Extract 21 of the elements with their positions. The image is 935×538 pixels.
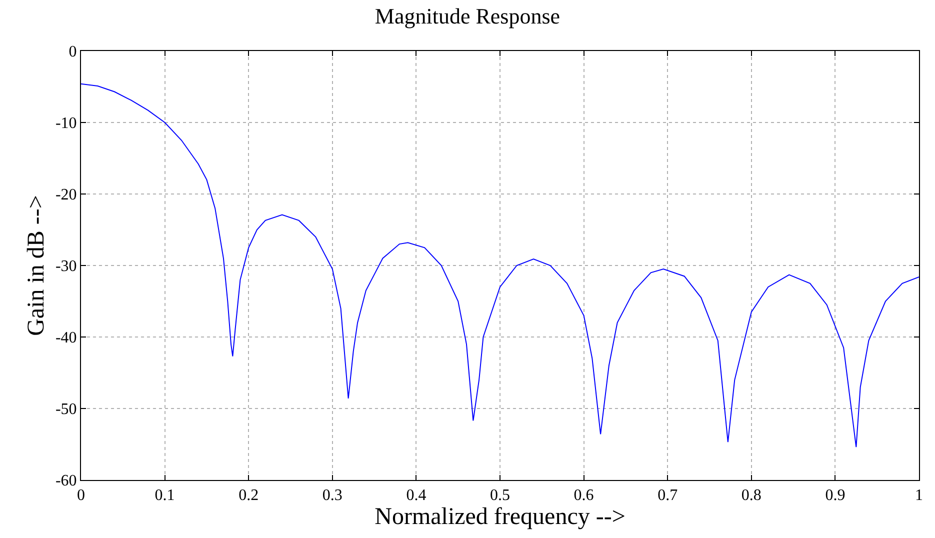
line-series xyxy=(81,83,919,448)
y-tick-label: -50 xyxy=(55,401,77,418)
x-tick-label: 0.2 xyxy=(238,487,259,504)
x-tick-label: 1 xyxy=(915,487,923,504)
chart-title: Magnitude Response xyxy=(374,3,560,28)
y-tick-label: -10 xyxy=(55,115,77,132)
x-axis-title: Normalized frequency --> xyxy=(374,504,626,530)
x-tick-label: 0.8 xyxy=(741,487,762,504)
y-tick-label: 0 xyxy=(68,44,77,61)
x-tick-label: 0.3 xyxy=(322,487,342,504)
y-tick-label: -60 xyxy=(55,472,77,490)
x-tick-label: 0.6 xyxy=(574,487,594,504)
x-tick-label: 0.9 xyxy=(825,487,846,504)
y-tick-label: -40 xyxy=(55,330,77,347)
x-tick-label: 0.5 xyxy=(490,487,510,504)
y-tick-label: -20 xyxy=(55,186,77,204)
x-tick-label: 0.7 xyxy=(658,487,678,504)
y-tick-label: -30 xyxy=(55,258,77,276)
x-tick-label: 0.4 xyxy=(406,487,426,504)
x-tick-label: 0.1 xyxy=(154,487,175,504)
y-axis-title: Gain in dB --> xyxy=(24,195,50,336)
